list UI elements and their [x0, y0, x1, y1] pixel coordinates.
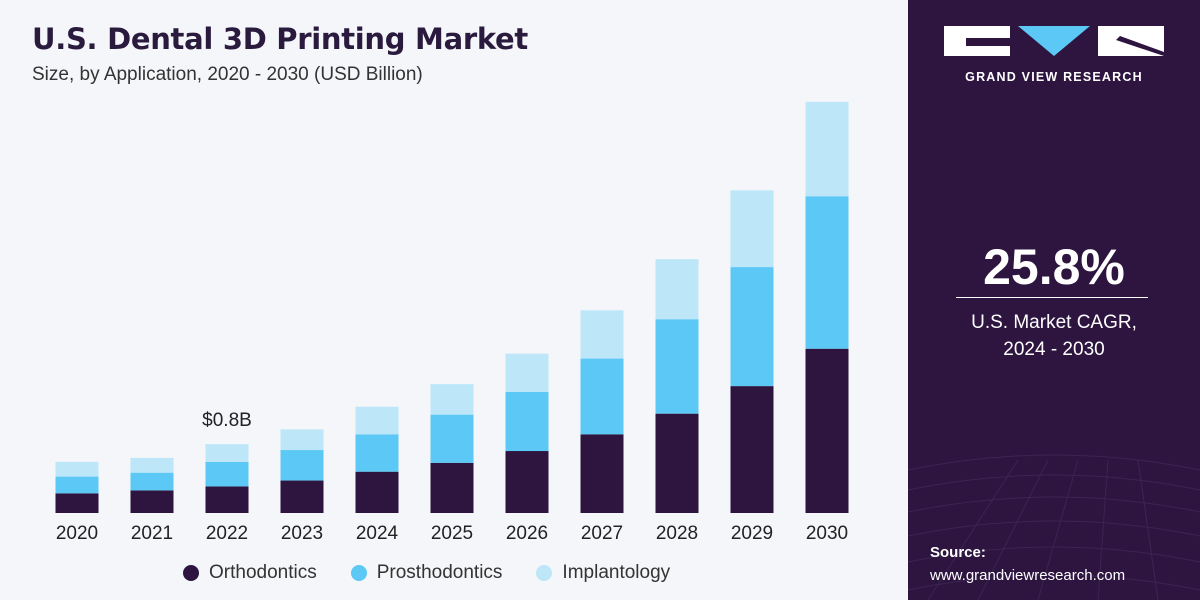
bar-orthodontics-2020 — [55, 493, 99, 513]
chart-panel: U.S. Dental 3D Printing Market Size, by … — [32, 22, 849, 584]
bar-implantology-2030 — [805, 101, 849, 197]
bar-prosthodontics-2024 — [355, 434, 399, 472]
x-tick-label: 2021 — [131, 523, 173, 544]
legend-swatch-icon — [183, 565, 199, 581]
gvr-logo-icon — [944, 26, 1164, 56]
background-texture — [908, 454, 1200, 600]
x-tick-label: 2023 — [281, 523, 323, 544]
bar-orthodontics-2028 — [655, 413, 699, 513]
cagr-label: U.S. Market CAGR, 2024 - 2030 — [908, 309, 1200, 363]
bar-prosthodontics-2023 — [280, 450, 324, 481]
cagr-label-line2: 2024 - 2030 — [1003, 339, 1105, 360]
chart-title: U.S. Dental 3D Printing Market — [32, 22, 528, 56]
legend-label: Orthodontics — [209, 562, 317, 583]
bar-prosthodontics-2020 — [55, 476, 99, 494]
bar-implantology-2029 — [730, 190, 774, 268]
bar-orthodontics-2024 — [355, 471, 399, 513]
chart-subtitle: Size, by Application, 2020 - 2030 (USD B… — [32, 64, 423, 85]
bar-implantology-2023 — [280, 429, 324, 451]
x-tick-label: 2022 — [206, 523, 248, 544]
bar-orthodontics-2025 — [430, 462, 474, 513]
bar-prosthodontics-2029 — [730, 267, 774, 387]
bar-prosthodontics-2021 — [130, 472, 174, 491]
bar-prosthodontics-2027 — [580, 358, 624, 435]
cagr-divider — [956, 297, 1148, 298]
bar-prosthodontics-2022 — [205, 461, 249, 487]
bar-orthodontics-2027 — [580, 434, 624, 513]
bar-orthodontics-2023 — [280, 480, 324, 513]
bar-orthodontics-2021 — [130, 490, 174, 513]
cagr-label-line1: U.S. Market CAGR, — [971, 312, 1137, 333]
bar-implantology-2026 — [505, 353, 549, 393]
legend-swatch-icon — [350, 565, 367, 581]
legend: Orthodontics Prosthodontics Implantology — [183, 562, 670, 584]
bar-implantology-2021 — [130, 457, 174, 473]
x-tick-label: 2024 — [356, 523, 399, 544]
x-tick-label: 2028 — [656, 523, 698, 544]
bar-orthodontics-2022 — [205, 486, 249, 513]
x-tick-label: 2030 — [806, 523, 848, 544]
bar-implantology-2027 — [580, 310, 624, 359]
x-tick-label: 2025 — [431, 523, 473, 544]
bar-implantology-2028 — [655, 259, 699, 320]
cagr-value: 25.8% — [983, 239, 1125, 295]
x-tick-label: 2029 — [731, 523, 773, 544]
source-label: Source: — [930, 544, 986, 561]
bar-prosthodontics-2028 — [655, 319, 699, 414]
data-label: $0.8B — [202, 410, 252, 431]
legend-item-orthodontics: Orthodontics — [183, 562, 317, 584]
x-tick-label: 2026 — [506, 523, 548, 544]
bar-orthodontics-2029 — [730, 386, 774, 513]
legend-item-prosthodontics: Prosthodontics — [350, 562, 503, 584]
bar-orthodontics-2026 — [505, 451, 549, 513]
bar-implantology-2020 — [55, 461, 99, 477]
bar-prosthodontics-2030 — [805, 196, 849, 349]
sidebar-panel: GRAND VIEW RESEARCH 25.8% U.S. Market CA… — [908, 0, 1200, 600]
legend-swatch-icon — [536, 565, 553, 581]
x-tick-label: 2020 — [56, 523, 98, 544]
brand-name: GRAND VIEW RESEARCH — [965, 70, 1143, 84]
legend-label: Implantology — [562, 562, 671, 583]
stacked-bar-chart: 2020 2021 2022 $0.8B 2023 2024 2025 2026 2027 202… — [55, 101, 849, 544]
bar-prosthodontics-2026 — [505, 392, 549, 452]
legend-label: Prosthodontics — [376, 562, 503, 583]
legend-item-implantology: Implantology — [536, 562, 670, 584]
source-url[interactable]: www.grandviewresearch.com — [930, 567, 1126, 584]
x-tick-label: 2027 — [581, 523, 623, 544]
bar-orthodontics-2030 — [805, 348, 849, 513]
bar-prosthodontics-2025 — [430, 414, 474, 463]
bar-implantology-2024 — [355, 406, 399, 435]
bar-implantology-2022 — [205, 444, 249, 462]
bar-implantology-2025 — [430, 384, 474, 415]
